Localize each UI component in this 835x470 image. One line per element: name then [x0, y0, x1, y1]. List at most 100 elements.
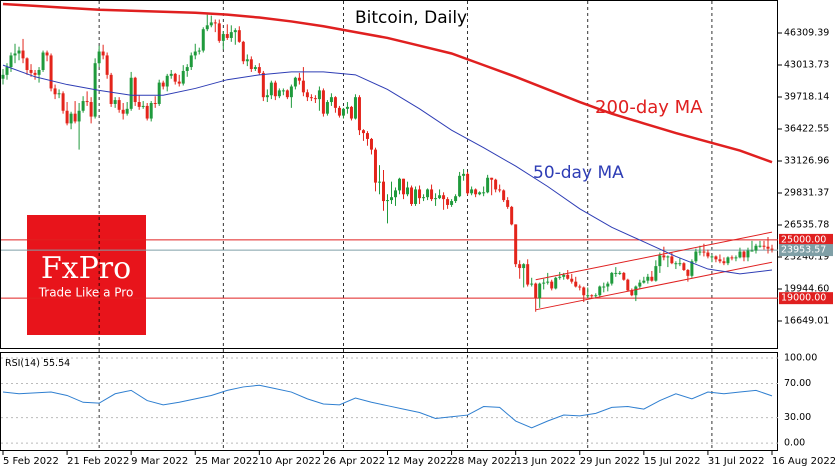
x-tick-label: 29 Jun 2022 [580, 456, 640, 467]
x-tick-label: 5 Feb 2022 [3, 456, 59, 467]
candle-body [654, 266, 658, 281]
x-tick-label: 9 Mar 2022 [131, 456, 188, 467]
candle-body [253, 67, 257, 70]
candle-body [129, 77, 133, 109]
chart-title: Bitcoin, Daily [355, 8, 467, 28]
candle-body [5, 67, 9, 75]
candle-body [726, 257, 730, 264]
candle-body [317, 90, 321, 100]
candle-body [305, 92, 309, 98]
candle-body [365, 133, 369, 139]
candle-body [506, 200, 510, 207]
candle-body [442, 195, 446, 200]
candle-body [454, 196, 458, 202]
candle-body [189, 55, 193, 68]
candle-body [546, 281, 550, 283]
candle-body [458, 175, 462, 197]
channel-line [535, 261, 773, 311]
candle-body [606, 283, 610, 287]
candle-body [237, 30, 241, 42]
y-tick-label: 46309.39 [784, 27, 829, 38]
candle-body [402, 178, 406, 195]
y-tick-label: 39718.14 [784, 91, 829, 102]
candle-body [297, 77, 301, 81]
candle-body [574, 281, 578, 287]
candle-body [141, 105, 145, 107]
y-tick-label: 26535.78 [784, 219, 829, 230]
candle-body [1, 74, 5, 79]
rsi-frame [0, 352, 778, 451]
level-box [779, 233, 833, 246]
candle-body [37, 69, 41, 75]
candle-body [149, 102, 153, 119]
candle-body [642, 280, 646, 283]
candle-body [65, 110, 69, 124]
candle-body [213, 22, 217, 24]
candle-body [9, 55, 13, 68]
candle-body [293, 77, 297, 87]
candle-body [770, 248, 774, 250]
candle-body [89, 102, 93, 117]
level-label: 23953.57 [781, 245, 826, 256]
candle-body [630, 290, 634, 296]
candle-body [550, 281, 554, 289]
rsi-tick-label: 30.00 [784, 412, 811, 423]
candle-body [478, 192, 482, 195]
logo-tagline: Trade Like a Pro [38, 286, 134, 300]
candle-body [257, 67, 261, 73]
candle-body [69, 113, 73, 124]
candle-body [153, 102, 157, 104]
y-tick-label: 23240.19 [784, 251, 829, 262]
candle-body [750, 250, 754, 252]
candle-body [730, 257, 734, 259]
candle-body [418, 189, 422, 199]
rsi-value: 55.54 [43, 358, 70, 369]
candle-body [598, 286, 602, 296]
candle-body [97, 51, 101, 64]
candle-body [706, 252, 710, 257]
candle-body [742, 251, 746, 258]
candle-body [285, 90, 289, 98]
candle-body [261, 72, 265, 98]
candle-body [117, 100, 121, 110]
candle-body [341, 108, 345, 116]
rsi-label: RSI(14) 55.54 [5, 358, 70, 369]
candle-body [357, 97, 361, 131]
candle-body [381, 181, 385, 202]
candle-body [406, 187, 410, 195]
candle-body [157, 82, 161, 104]
candle-body [514, 224, 518, 265]
candle-body [113, 100, 117, 104]
candle-body [29, 69, 33, 73]
candle-body [510, 206, 514, 225]
candle-body [25, 58, 29, 70]
candle-body [301, 80, 305, 93]
candle-body [321, 90, 325, 114]
candle-body [394, 190, 398, 198]
candle-body [718, 259, 722, 262]
candle-body [690, 261, 694, 276]
candle-body [377, 181, 381, 183]
candle-body [590, 295, 594, 297]
candle-body [145, 105, 149, 119]
candle-body [746, 250, 750, 258]
candle-body [714, 256, 718, 260]
x-tick-label: 26 Apr 2022 [323, 456, 385, 467]
candle-body [530, 283, 534, 285]
candle-body [466, 173, 470, 194]
x-tick-label: 31 Jul 2022 [708, 456, 765, 467]
x-tick-label: 15 Jul 2022 [644, 456, 701, 467]
candle-body [265, 95, 269, 98]
series-label: 50-day MA [533, 163, 624, 183]
moving-average [2, 2, 773, 164]
level-label: 19000.00 [781, 293, 826, 304]
candle-body [21, 50, 25, 59]
candle-body [81, 101, 85, 111]
candle-body [361, 130, 365, 134]
candle-body [570, 278, 574, 282]
candle-body [562, 274, 566, 277]
candle-body [349, 106, 353, 119]
candle-body [498, 189, 502, 191]
candle-body [482, 192, 486, 194]
candle-body [710, 256, 714, 258]
